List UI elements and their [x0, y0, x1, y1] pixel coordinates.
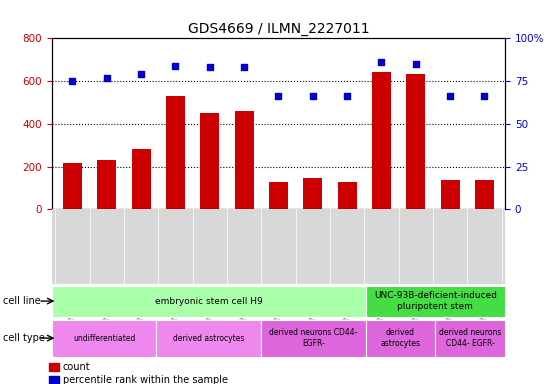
Text: UNC-93B-deficient-induced
pluripotent stem: UNC-93B-deficient-induced pluripotent st…	[374, 291, 497, 311]
Point	[103, 74, 111, 81]
Bar	[304, 178, 322, 209]
Bar	[406, 74, 425, 209]
Title: GDS4669 / ILMN_2227011: GDS4669 / ILMN_2227011	[188, 22, 369, 36]
Bar	[366, 286, 505, 316]
Point	[205, 65, 214, 71]
Point	[68, 78, 77, 84]
Bar	[337, 182, 357, 209]
Bar	[97, 160, 116, 209]
Point	[240, 65, 248, 71]
Point	[171, 63, 180, 69]
Point	[308, 93, 317, 99]
Bar	[49, 362, 59, 371]
Bar	[52, 319, 157, 357]
Bar	[63, 163, 82, 209]
Text: cell type: cell type	[3, 333, 45, 343]
Point	[412, 61, 420, 67]
Text: derived neurons CD44-
EGFR-: derived neurons CD44- EGFR-	[269, 328, 358, 348]
Point	[480, 93, 489, 99]
Text: derived
astrocytes: derived astrocytes	[381, 328, 420, 348]
Point	[274, 93, 283, 99]
Text: derived neurons
CD44- EGFR-: derived neurons CD44- EGFR-	[439, 328, 501, 348]
Bar	[269, 182, 288, 209]
Point	[343, 93, 352, 99]
Point	[446, 93, 454, 99]
Bar	[157, 319, 261, 357]
Text: embryonic stem cell H9: embryonic stem cell H9	[155, 296, 263, 306]
Text: percentile rank within the sample: percentile rank within the sample	[63, 376, 228, 384]
Bar	[235, 111, 253, 209]
Bar	[261, 319, 366, 357]
Bar	[435, 319, 505, 357]
Text: count: count	[63, 362, 91, 372]
Text: undifferentiated: undifferentiated	[73, 334, 135, 343]
Bar	[166, 96, 185, 209]
Bar	[132, 149, 151, 209]
Bar	[49, 376, 59, 384]
Point	[377, 59, 386, 65]
Bar	[475, 180, 494, 209]
Bar	[366, 319, 435, 357]
Text: derived astrocytes: derived astrocytes	[173, 334, 245, 343]
Point	[136, 71, 145, 77]
Bar	[372, 71, 391, 209]
Bar	[200, 113, 219, 209]
Text: cell line: cell line	[3, 296, 40, 306]
Bar	[52, 286, 366, 316]
Bar	[441, 180, 460, 209]
